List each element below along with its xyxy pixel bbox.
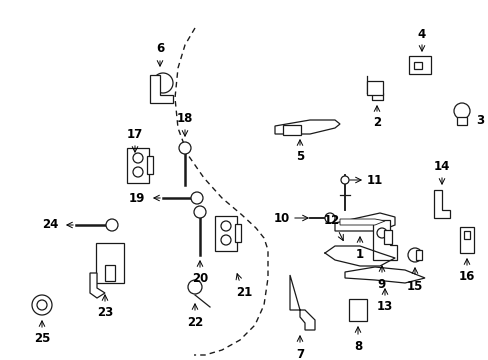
Text: 7: 7 — [295, 347, 304, 360]
Bar — [105, 265, 115, 281]
Bar — [456, 117, 466, 125]
Text: 22: 22 — [186, 315, 203, 328]
Polygon shape — [372, 220, 396, 260]
Circle shape — [191, 192, 203, 204]
Polygon shape — [274, 120, 339, 134]
Bar — [459, 227, 473, 253]
Text: 8: 8 — [353, 339, 362, 352]
Circle shape — [153, 73, 173, 93]
Polygon shape — [433, 190, 449, 218]
Polygon shape — [150, 75, 173, 103]
Circle shape — [179, 142, 191, 154]
Bar — [96, 243, 124, 283]
Bar — [415, 250, 421, 260]
Text: 12: 12 — [323, 215, 340, 228]
Circle shape — [221, 235, 230, 245]
Text: 17: 17 — [126, 127, 143, 140]
Text: 10: 10 — [273, 211, 289, 225]
Text: 2: 2 — [372, 117, 380, 130]
Circle shape — [221, 221, 230, 231]
Polygon shape — [345, 267, 424, 283]
Bar — [283, 125, 301, 135]
Bar — [383, 230, 391, 244]
Text: 4: 4 — [417, 27, 425, 40]
Text: 23: 23 — [97, 306, 113, 320]
Text: 19: 19 — [128, 192, 145, 204]
Text: 9: 9 — [377, 278, 386, 291]
Text: 18: 18 — [177, 112, 193, 125]
Polygon shape — [289, 275, 314, 330]
Circle shape — [37, 300, 47, 310]
Circle shape — [194, 206, 205, 218]
Circle shape — [453, 103, 469, 119]
Bar — [147, 156, 153, 174]
Circle shape — [325, 213, 334, 223]
Bar — [235, 224, 241, 242]
Circle shape — [376, 228, 386, 238]
Circle shape — [187, 280, 202, 294]
Text: 14: 14 — [433, 159, 449, 172]
Circle shape — [106, 219, 118, 231]
Circle shape — [133, 167, 142, 177]
Bar — [348, 299, 366, 321]
Text: 13: 13 — [376, 301, 392, 314]
Bar — [408, 56, 430, 74]
Text: 24: 24 — [42, 219, 58, 231]
Circle shape — [407, 248, 421, 262]
Circle shape — [340, 176, 348, 184]
Text: 21: 21 — [235, 285, 252, 298]
Polygon shape — [339, 219, 384, 225]
Text: 16: 16 — [458, 270, 474, 284]
Bar — [366, 81, 382, 95]
Text: 3: 3 — [475, 113, 483, 126]
Text: 5: 5 — [295, 150, 304, 163]
Polygon shape — [334, 213, 394, 231]
Circle shape — [32, 295, 52, 315]
Text: 15: 15 — [406, 279, 422, 292]
Text: 20: 20 — [191, 273, 208, 285]
Bar — [127, 148, 149, 183]
Bar — [413, 62, 421, 68]
Circle shape — [133, 153, 142, 163]
Text: 6: 6 — [156, 42, 164, 55]
Text: 11: 11 — [366, 174, 382, 186]
Text: 1: 1 — [355, 248, 364, 261]
Text: 25: 25 — [34, 333, 50, 346]
Bar — [215, 216, 237, 251]
Polygon shape — [90, 273, 105, 298]
Bar — [463, 231, 469, 239]
